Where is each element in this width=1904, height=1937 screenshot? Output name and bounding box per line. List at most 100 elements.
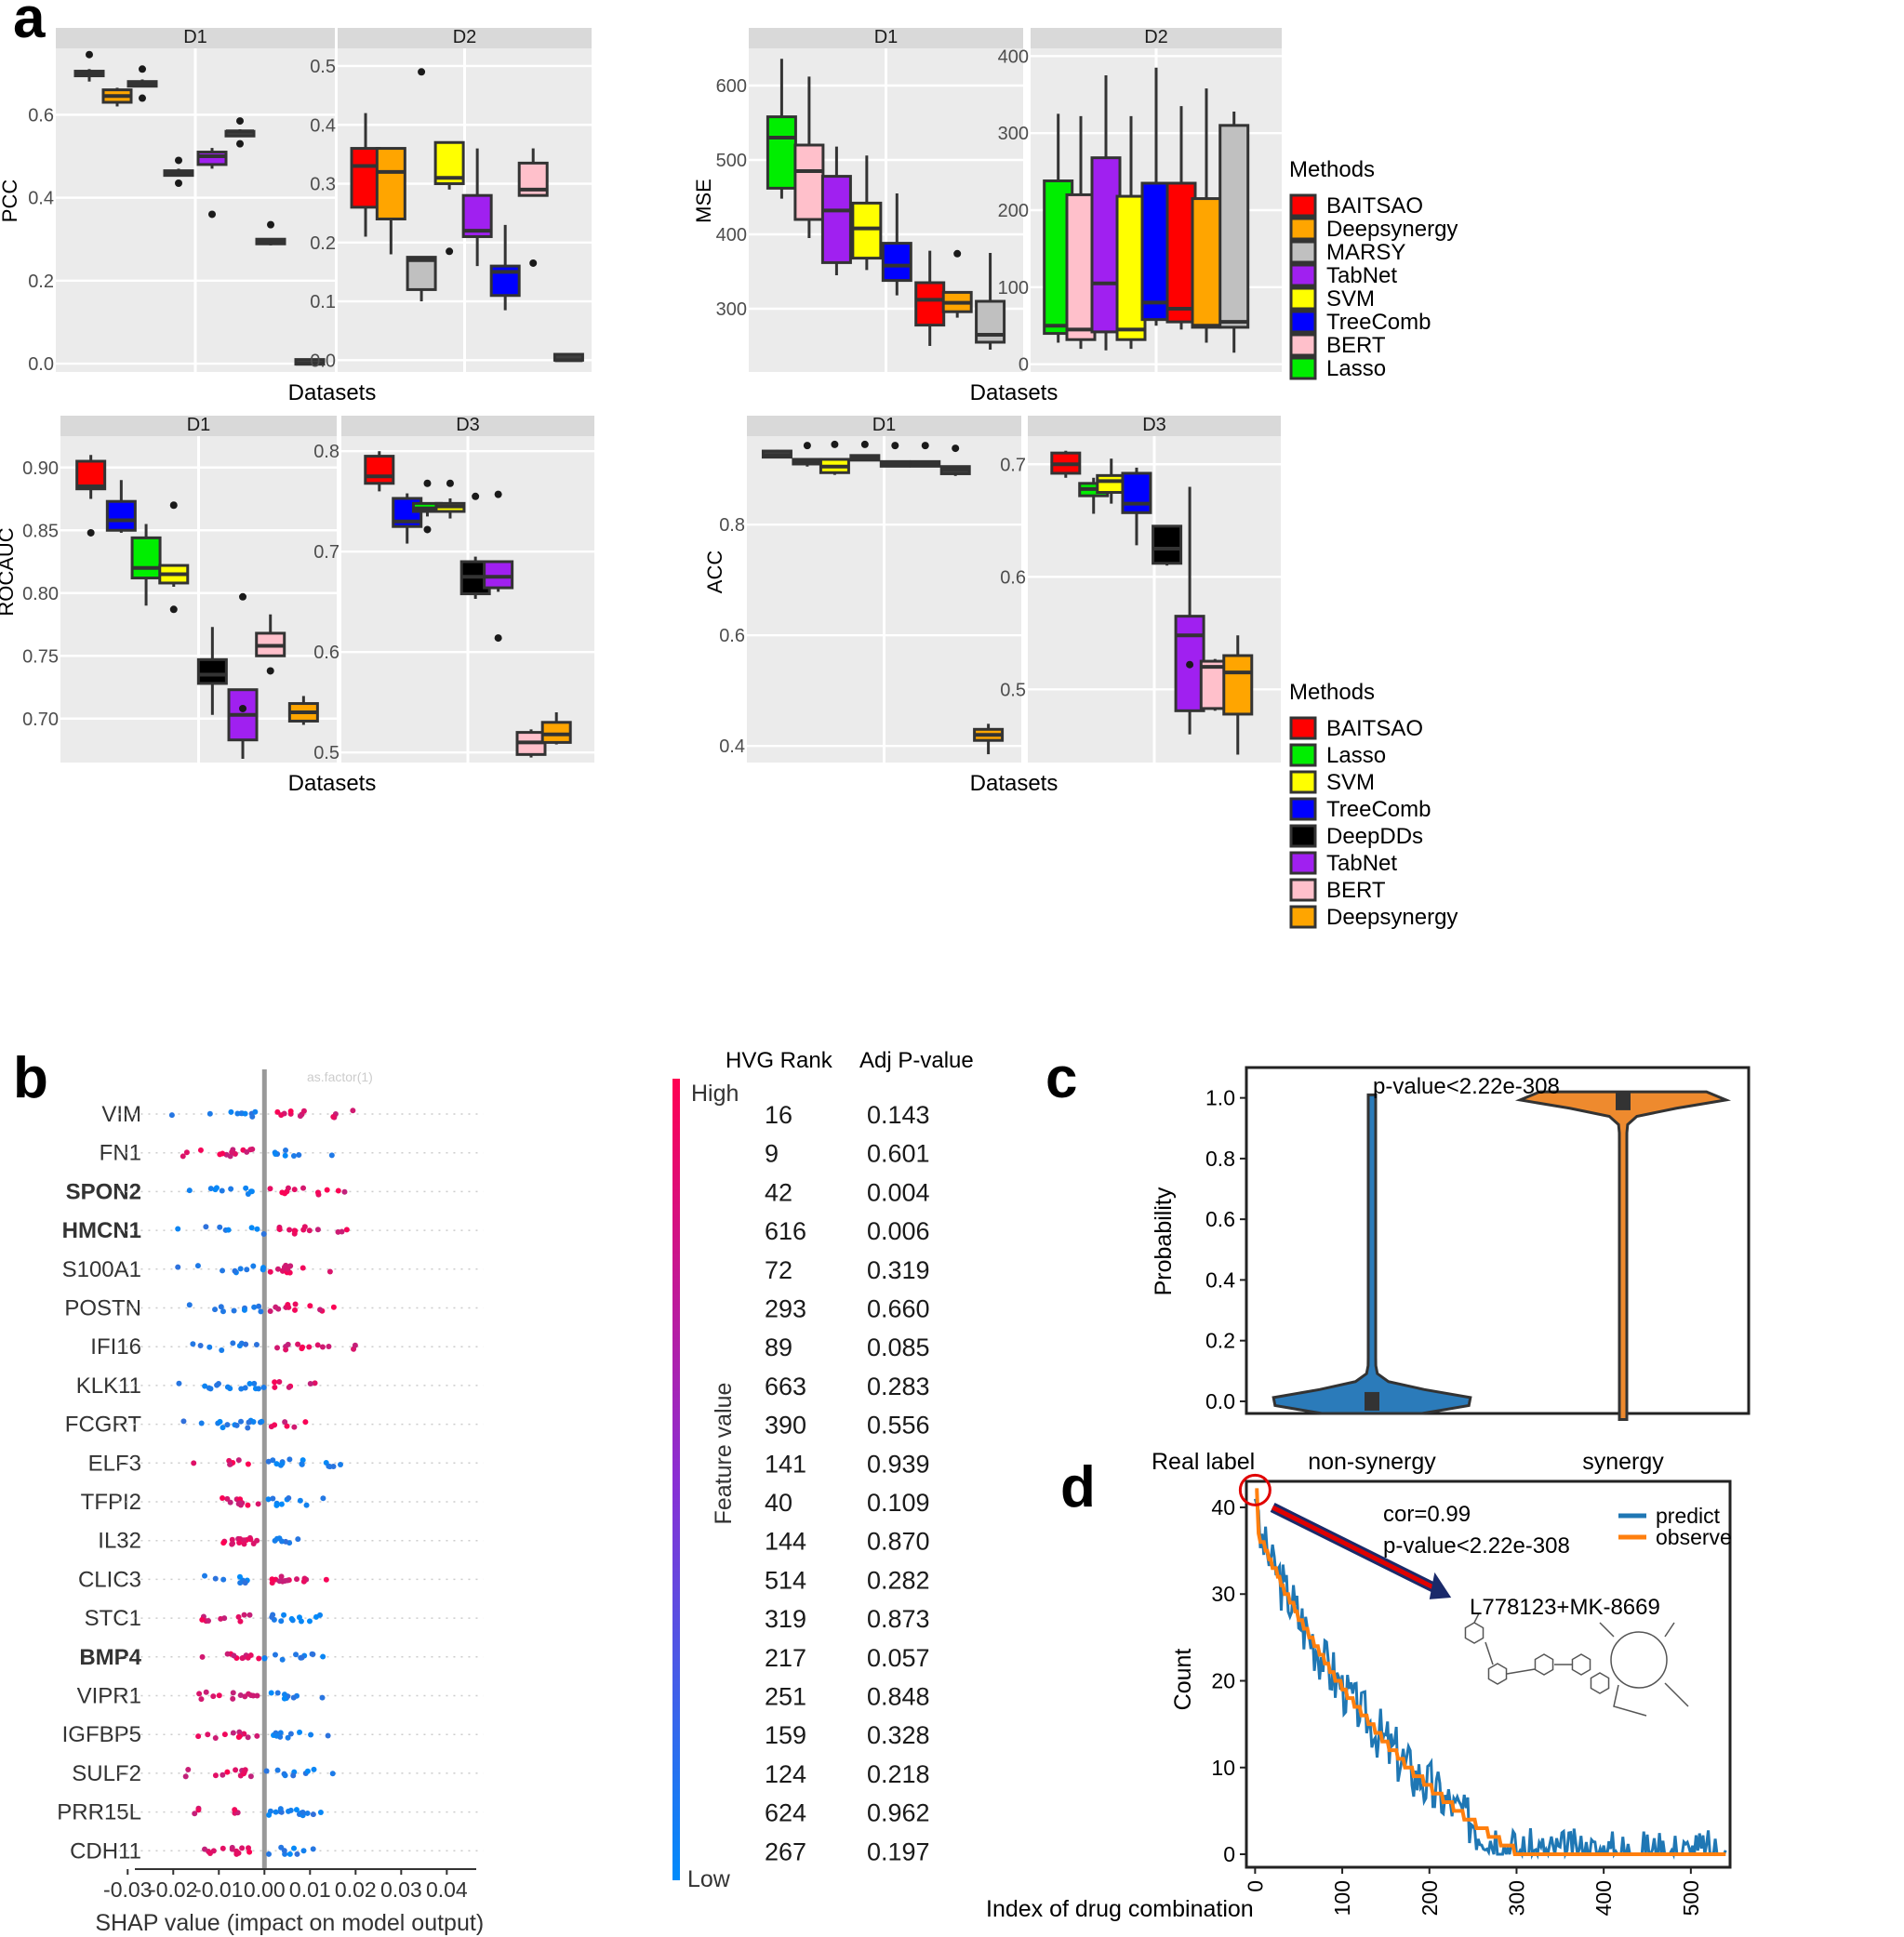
shap-point <box>233 1767 239 1773</box>
shap-point <box>190 1341 196 1347</box>
shap-point <box>217 1224 223 1230</box>
box-outlier <box>953 249 962 258</box>
shap-point <box>335 1228 341 1235</box>
y-tick-label: 0.0 <box>28 354 54 375</box>
shap-point <box>341 1188 348 1195</box>
facet-strip-label: D1 <box>874 27 899 47</box>
shap-point <box>279 1656 286 1663</box>
shap-point <box>328 1152 335 1159</box>
box-body <box>130 536 162 580</box>
legend-label: MARSY <box>1326 240 1405 265</box>
shap-point <box>175 1264 181 1270</box>
shap-point <box>244 1267 250 1273</box>
shap-point <box>218 1615 224 1622</box>
y-tick-label: 0.5 <box>310 57 336 77</box>
shap-point <box>224 1651 231 1657</box>
shap-point <box>272 1384 278 1390</box>
shap-point <box>232 1807 238 1813</box>
x-tick-label: non-synergy <box>1308 1449 1436 1475</box>
shap-point <box>229 1846 235 1852</box>
box-body <box>1121 471 1152 514</box>
x-axis-label: Datasets <box>288 380 377 405</box>
shap-point <box>297 1113 303 1120</box>
shap-point <box>260 1267 266 1273</box>
y-tick-label: 400 <box>716 225 747 245</box>
shap-point <box>281 1612 287 1618</box>
shap-point <box>224 1422 231 1428</box>
hvg-rank-value: 89 <box>765 1333 792 1361</box>
series-observe-line <box>1255 1488 1726 1857</box>
shap-point <box>191 1460 197 1466</box>
shap-point <box>205 1618 211 1625</box>
feature-label: ELF3 <box>88 1451 141 1476</box>
box-outlier <box>139 94 146 102</box>
box-outlier <box>266 667 274 675</box>
shap-point <box>182 1773 189 1780</box>
legend-label: BAITSAO <box>1326 193 1423 219</box>
y-tick-label: 10 <box>1211 1756 1235 1780</box>
shap-point <box>281 1692 287 1698</box>
box <box>483 490 514 643</box>
box <box>766 59 797 199</box>
shap-point <box>199 1653 206 1660</box>
shap-point <box>276 1378 283 1385</box>
shap-point <box>323 1576 329 1583</box>
shap-point <box>254 1226 260 1232</box>
shap-point <box>176 1380 182 1386</box>
shap-point <box>272 1537 278 1544</box>
shap-point <box>246 1380 253 1386</box>
x-tick-label: 200 <box>1418 1880 1442 1916</box>
shap-point <box>230 1695 236 1702</box>
shap-point <box>255 1501 261 1507</box>
shap-point <box>247 1188 254 1195</box>
shap-point <box>279 1538 286 1545</box>
feature-label: PRR15L <box>57 1800 141 1825</box>
adj-pvalue-value: 0.962 <box>867 1799 930 1827</box>
shap-point <box>245 1502 251 1508</box>
shap-point <box>195 1807 202 1813</box>
box <box>75 455 107 537</box>
shap-point <box>180 1153 186 1160</box>
shap-point <box>192 1811 198 1817</box>
shap-point <box>265 1458 272 1465</box>
shap-point <box>254 1692 260 1699</box>
shap-point <box>297 1497 303 1504</box>
shap-point <box>212 1307 219 1313</box>
colorbar-axis-label: Feature value <box>711 1383 737 1525</box>
hvg-rank-value: 293 <box>765 1295 806 1323</box>
adj-pvalue-value: 0.004 <box>867 1178 930 1206</box>
facet-strip <box>1031 28 1282 48</box>
box <box>879 442 911 468</box>
shap-point <box>330 1113 337 1120</box>
legend-label: BAITSAO <box>1326 716 1423 741</box>
shap-point <box>233 1422 240 1428</box>
panel-label-c: c <box>1045 1046 1077 1110</box>
shap-point <box>273 1150 279 1157</box>
y-tick-label: 100 <box>998 278 1029 299</box>
shap-point <box>227 1461 233 1467</box>
shap-point <box>300 1810 306 1816</box>
pcc-boxplot-chart: D1 0.0 0.2 0.4 0.6 D2 0.0 0.1 0.2 0.3 0.4 0.5 PCC Dat… <box>0 27 592 405</box>
shap-point <box>306 1344 313 1350</box>
shap-point <box>296 1151 302 1158</box>
box-body <box>1140 181 1172 322</box>
y-tick-label: 0 <box>1223 1842 1235 1866</box>
y-tick-label: 0.8 <box>719 515 745 536</box>
shap-point <box>186 1187 193 1194</box>
shap-point <box>291 1845 298 1851</box>
y-tick-label: 1.0 <box>1205 1086 1235 1110</box>
x-axis-label: Datasets <box>970 771 1059 796</box>
hvg-rank-value: 144 <box>765 1528 806 1556</box>
legend-swatch <box>1289 824 1317 848</box>
shap-point <box>245 1461 251 1467</box>
box-outlier <box>175 179 182 187</box>
box <box>255 220 286 245</box>
shap-point <box>216 1692 222 1699</box>
facet-strip-label: D3 <box>1142 415 1166 435</box>
shap-point <box>206 1344 213 1350</box>
shap-point <box>247 1536 254 1543</box>
feature-label: POSTN <box>64 1296 141 1321</box>
box <box>1096 458 1127 504</box>
shap-point <box>314 1227 321 1233</box>
box <box>910 442 941 468</box>
